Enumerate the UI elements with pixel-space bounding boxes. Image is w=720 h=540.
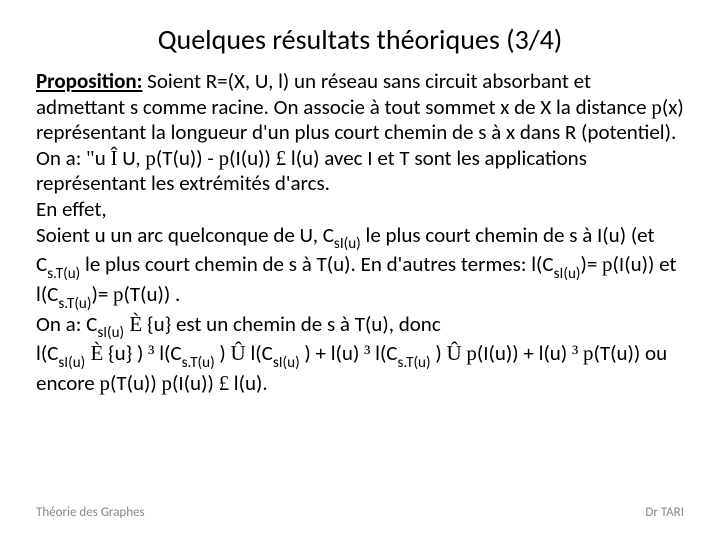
text-line6f: ) + l(u) bbox=[300, 340, 364, 366]
text-line4c: le plus court chemin de s à T(u). En d'a… bbox=[80, 251, 553, 277]
cup-symbol: È bbox=[124, 312, 142, 336]
text-line6c: l(C bbox=[154, 340, 181, 366]
pi-symbol: p bbox=[583, 341, 594, 365]
iff-symbol: Û bbox=[446, 341, 461, 365]
footer-right: Dr TARI bbox=[645, 505, 684, 520]
subscript: sI(u) bbox=[554, 265, 581, 283]
text-line4d: )= bbox=[580, 251, 602, 277]
subscript: sI(u) bbox=[273, 354, 300, 372]
iff-symbol: Û bbox=[231, 341, 246, 365]
footer-left: Théorie des Graphes bbox=[36, 505, 145, 520]
pi-symbol: p bbox=[113, 282, 124, 306]
text-line5b: {u} est un chemin de s à T(u), donc bbox=[142, 311, 441, 337]
le-symbol: £ bbox=[219, 371, 230, 395]
slide-title: Quelques résultats théoriques (3/4) bbox=[36, 22, 684, 57]
text-line5a: On a: C bbox=[36, 311, 97, 337]
pi-symbol: p bbox=[466, 341, 477, 365]
text-line3: En effet, bbox=[36, 196, 107, 222]
slide-footer: Théorie des Graphes Dr TARI bbox=[36, 505, 684, 520]
pi-symbol: p bbox=[145, 146, 156, 170]
pi-symbol: p bbox=[651, 95, 662, 119]
text-line6n: (I(u)) bbox=[172, 370, 219, 396]
text-line4g: (T(u)) . bbox=[124, 281, 181, 307]
pi-symbol: p bbox=[219, 146, 230, 170]
text-line2b: u bbox=[95, 145, 111, 171]
text-line6a: l(C bbox=[36, 340, 58, 366]
text-line6j: (I(u)) + l(u) bbox=[477, 340, 572, 366]
text-line6d: ) bbox=[215, 340, 231, 366]
subscript: s.T(u) bbox=[47, 265, 80, 283]
text-line6o: l(u). bbox=[229, 370, 268, 396]
text-line2c: U, bbox=[117, 145, 145, 171]
text-line2e: (I(u)) bbox=[229, 145, 276, 171]
cup-symbol: È bbox=[85, 341, 103, 365]
text-line4a: Soient u un arc quelconque de U, C bbox=[36, 222, 334, 248]
proposition-label: Proposition: bbox=[36, 68, 142, 94]
subscript: sI(u) bbox=[334, 235, 361, 253]
text-line6g: l(C bbox=[370, 340, 397, 366]
subscript: s.T(u) bbox=[58, 295, 91, 313]
text-line4f: )= bbox=[91, 281, 113, 307]
text-line6m: (T(u)) bbox=[110, 370, 162, 396]
subscript: s.T(u) bbox=[182, 354, 215, 372]
pi-symbol: p bbox=[602, 252, 613, 276]
forall-symbol: " bbox=[86, 146, 95, 170]
text-line2d: (T(u)) - bbox=[156, 145, 219, 171]
text-line6h: ) bbox=[431, 340, 447, 366]
slide-body: Proposition: Soient R=(X, U, l) un résea… bbox=[36, 69, 684, 499]
subscript: sI(u) bbox=[97, 324, 124, 342]
text-line6b: {u} ) bbox=[103, 340, 148, 366]
pi-symbol: p bbox=[162, 371, 173, 395]
pi-symbol: p bbox=[100, 371, 111, 395]
subscript: s.T(u) bbox=[398, 354, 431, 372]
text-line2a: On a: bbox=[36, 145, 86, 171]
text-line6e: l(C bbox=[246, 340, 273, 366]
le-symbol: £ bbox=[276, 146, 287, 170]
slide-container: Quelques résultats théoriques (3/4) Prop… bbox=[0, 0, 720, 540]
subscript: sI(u) bbox=[58, 354, 85, 372]
